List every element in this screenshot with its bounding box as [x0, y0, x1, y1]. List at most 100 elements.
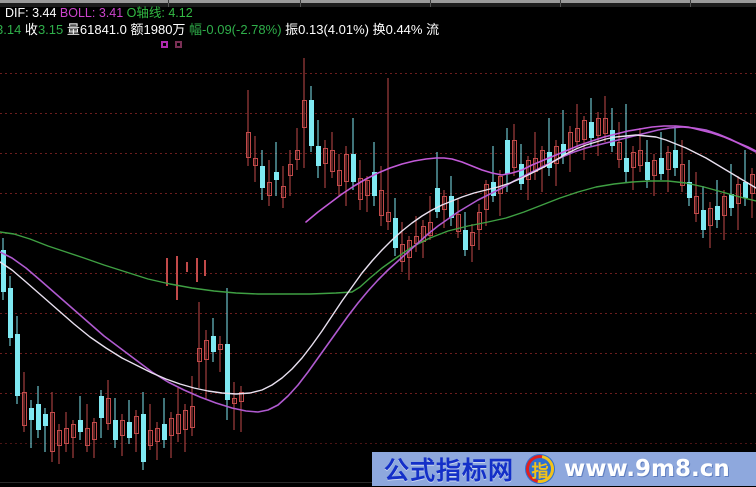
grid-line	[0, 393, 756, 394]
candle-body	[525, 160, 531, 180]
candle-body	[644, 162, 650, 180]
candlestick	[700, 186, 706, 238]
candlestick	[469, 224, 475, 262]
candlestick	[91, 418, 97, 458]
candle-body	[273, 172, 279, 180]
candle-body	[728, 194, 734, 208]
candlestick	[42, 408, 48, 452]
candle-body	[350, 154, 356, 182]
candle-body	[735, 184, 741, 204]
candlestick	[658, 132, 664, 180]
candle-wick	[387, 78, 389, 230]
candlestick	[413, 216, 419, 252]
candle-body	[532, 158, 538, 172]
candle-body	[84, 428, 90, 446]
candle-body	[322, 148, 328, 164]
candlestick	[182, 404, 188, 452]
candle-body	[462, 230, 468, 250]
candle-body	[245, 132, 251, 158]
candle-wick	[303, 58, 305, 168]
candlestick	[728, 164, 734, 216]
candle-body	[378, 190, 384, 216]
candle-body	[0, 250, 6, 292]
grid-line	[0, 233, 756, 234]
indicator-marker	[175, 41, 182, 48]
candlestick	[28, 400, 34, 448]
candlestick	[623, 104, 629, 182]
candlestick	[665, 146, 671, 192]
candle-body	[140, 414, 146, 462]
candle-body	[343, 154, 349, 182]
candle-body	[154, 428, 160, 442]
candle-body	[448, 196, 454, 218]
candlestick	[0, 238, 6, 300]
candlestick	[679, 140, 685, 192]
site-watermark: 公式指标网 指 www.9m8.cn	[372, 452, 756, 486]
top-rule-tick	[560, 0, 561, 3]
candle-wick	[198, 302, 200, 388]
candle-wick	[534, 132, 536, 180]
candle-body	[497, 176, 503, 194]
candlestick	[252, 136, 258, 182]
candle-wick	[65, 412, 67, 452]
candle-body	[147, 430, 153, 446]
marker-bar	[186, 262, 188, 272]
candle-body	[679, 164, 685, 186]
candlestick	[315, 120, 321, 178]
candle-wick	[219, 336, 221, 372]
candle-wick	[177, 388, 179, 442]
candle-body	[630, 152, 636, 168]
candle-body	[168, 418, 174, 436]
candlestick	[56, 424, 62, 464]
candlestick	[385, 78, 391, 230]
candlestick	[126, 400, 132, 444]
candle-body	[469, 232, 475, 246]
top-strip-tick	[300, 3, 301, 7]
readout-token: DIF:	[5, 6, 33, 20]
top-rule-tick	[300, 0, 301, 3]
candlestick	[154, 422, 160, 460]
readout-token: 61841.0	[79, 22, 127, 37]
candle-body	[266, 182, 272, 196]
grid-line	[0, 313, 756, 314]
readout-token: 量	[63, 22, 80, 37]
candlestick	[294, 128, 300, 170]
candlestick	[266, 160, 272, 206]
candle-body	[455, 214, 461, 232]
candle-body	[749, 174, 755, 194]
candlestick	[714, 180, 720, 228]
candle-body	[161, 424, 167, 440]
candlestick	[378, 166, 384, 226]
candle-body	[301, 100, 307, 128]
candle-body	[539, 150, 545, 168]
candle-body	[63, 428, 69, 444]
candlestick	[336, 154, 342, 196]
candle-body	[511, 140, 517, 168]
candle-body	[518, 164, 524, 184]
candlestick	[448, 176, 454, 226]
candlestick	[259, 150, 265, 200]
candlestick	[560, 110, 566, 164]
candlestick	[371, 142, 377, 206]
marker-bar	[176, 256, 178, 300]
grid-line	[0, 153, 756, 154]
candlestick	[630, 146, 636, 190]
candlestick	[420, 220, 426, 258]
candle-body	[252, 158, 258, 166]
readout-token: 收	[21, 22, 38, 37]
candlestick	[686, 160, 692, 206]
readout-token: 4.12	[168, 6, 193, 20]
candle-wick	[275, 142, 277, 196]
candle-wick	[30, 400, 32, 448]
readout-token: 3.15	[37, 22, 64, 37]
candlestick	[735, 176, 741, 230]
candlestick	[98, 390, 104, 438]
candle-body	[210, 336, 216, 352]
candle-body	[287, 164, 293, 176]
candle-body	[742, 182, 748, 198]
candle-body	[623, 158, 629, 172]
candle-body	[224, 344, 230, 400]
candlestick	[147, 404, 153, 450]
readout-token: 3.41	[98, 6, 124, 20]
candlestick	[434, 152, 440, 218]
